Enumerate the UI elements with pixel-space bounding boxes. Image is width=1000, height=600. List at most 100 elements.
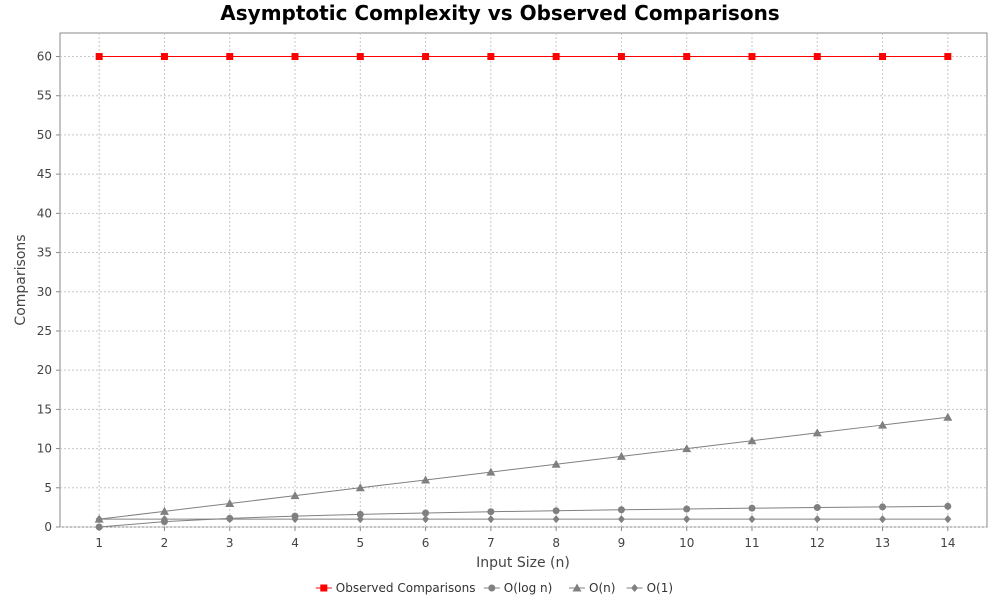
y-tick-label: 0	[44, 520, 52, 534]
y-tick-label: 55	[37, 89, 52, 103]
y-tick-label: 20	[37, 363, 52, 377]
series-3	[95, 515, 952, 524]
data-point	[422, 53, 430, 61]
data-point	[682, 444, 692, 453]
series-0	[95, 53, 952, 61]
x-tick-label: 14	[940, 536, 955, 550]
data-point	[291, 53, 299, 61]
data-point	[487, 508, 495, 516]
x-tick-label: 9	[618, 536, 626, 550]
data-point	[225, 498, 235, 507]
data-point	[95, 53, 103, 61]
data-point	[879, 53, 887, 61]
legend-item: O(log n)	[483, 581, 553, 595]
data-point	[160, 53, 168, 61]
x-tick-label: 4	[291, 536, 299, 550]
series-1	[95, 502, 952, 531]
series-2	[94, 412, 953, 523]
x-tick-label: 10	[679, 536, 694, 550]
chart-title: Asymptotic Complexity vs Observed Compar…	[220, 1, 779, 25]
data-point	[878, 420, 888, 429]
series-line	[99, 505, 948, 528]
legend-marker	[320, 584, 328, 592]
legend-marker	[488, 584, 496, 592]
data-point	[226, 515, 234, 524]
data-point	[879, 515, 887, 524]
y-tick-label: 5	[44, 481, 52, 495]
data-point	[747, 436, 757, 445]
data-point	[551, 459, 561, 468]
x-tick-label: 2	[161, 536, 169, 550]
data-point	[422, 515, 430, 524]
data-point	[552, 53, 560, 61]
legend-label: O(1)	[647, 581, 673, 595]
data-point	[616, 451, 626, 460]
x-tick-label: 11	[744, 536, 759, 550]
data-point	[944, 53, 952, 61]
data-point	[683, 515, 691, 524]
data-point	[944, 515, 952, 524]
x-tick-label: 7	[487, 536, 495, 550]
y-tick-label: 40	[37, 206, 52, 220]
x-tick-label: 6	[422, 536, 430, 550]
legend-marker	[631, 584, 639, 592]
data-point	[813, 515, 821, 524]
y-axis-label: Comparisons	[13, 234, 29, 325]
legend: Observed Comparisons O(log n) O(n) O(1)	[315, 581, 673, 595]
legend-item: O(n)	[569, 581, 615, 595]
legend-item: Observed Comparisons	[315, 581, 476, 595]
y-tick-label: 50	[37, 128, 52, 142]
legend-label: O(log n)	[504, 581, 553, 595]
data-point	[813, 53, 821, 61]
data-point	[617, 515, 625, 524]
legend-label: Observed Comparisons	[336, 581, 476, 595]
y-tick-label: 15	[37, 402, 52, 416]
series-layer	[94, 53, 953, 531]
legend-item: O(1)	[626, 581, 673, 595]
data-point	[95, 523, 103, 531]
data-point	[879, 503, 887, 511]
data-point	[160, 515, 168, 524]
x-tick-label: 5	[356, 536, 364, 550]
x-axis-label: Input Size (n)	[476, 555, 570, 571]
data-point	[813, 504, 821, 512]
data-point	[159, 506, 169, 515]
data-point	[748, 53, 756, 61]
data-point	[748, 504, 756, 512]
y-tick-label: 60	[37, 50, 52, 64]
y-tick-label: 45	[37, 167, 52, 181]
data-point	[683, 505, 691, 513]
data-point	[421, 475, 431, 484]
data-point	[617, 53, 625, 61]
data-point	[290, 491, 300, 500]
data-point	[486, 467, 496, 476]
y-tick-label: 35	[37, 246, 52, 260]
data-point	[95, 515, 103, 524]
data-point	[226, 53, 234, 61]
plot-area	[59, 32, 988, 528]
series-line	[99, 416, 948, 520]
data-point	[552, 515, 560, 524]
data-point	[683, 53, 691, 61]
data-point	[356, 53, 364, 61]
data-point	[291, 515, 299, 524]
x-tick-label: 1	[95, 536, 103, 550]
y-tick-label: 25	[37, 324, 52, 338]
data-point	[487, 515, 495, 524]
data-point	[487, 53, 495, 61]
data-point	[944, 502, 952, 510]
data-point	[356, 515, 364, 524]
data-point	[356, 510, 364, 518]
y-tick-label: 30	[37, 285, 52, 299]
legend-label: O(n)	[589, 581, 615, 595]
data-point	[355, 483, 365, 492]
data-point	[748, 515, 756, 524]
legend-marker	[572, 583, 582, 592]
data-point	[552, 507, 560, 515]
data-point	[943, 412, 953, 421]
x-tick-label: 12	[810, 536, 825, 550]
y-tick-label: 10	[37, 442, 52, 456]
